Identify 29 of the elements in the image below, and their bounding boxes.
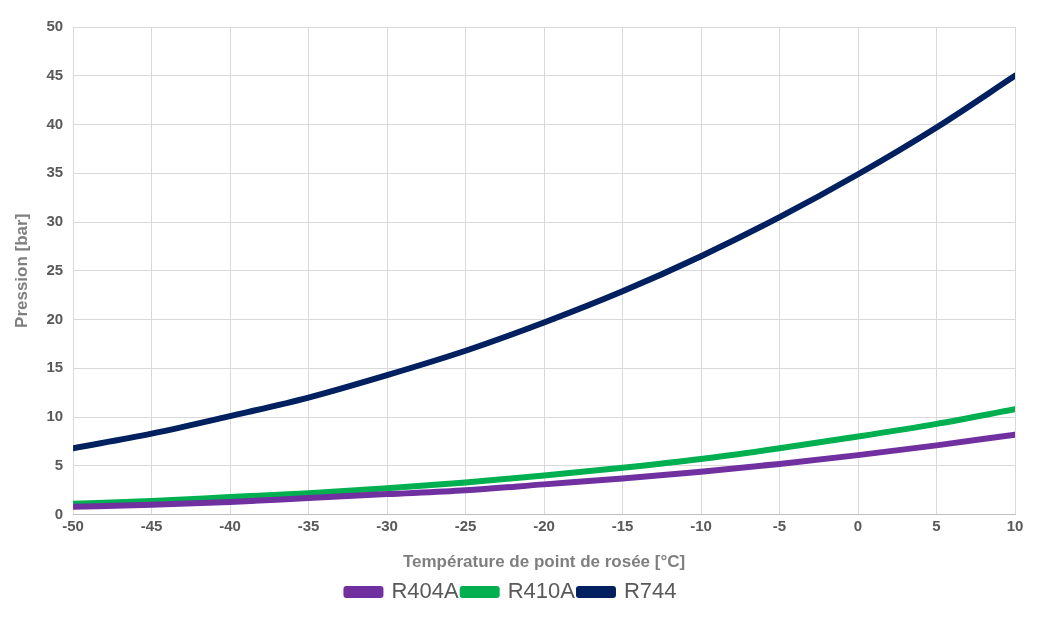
y-tick-label: 25 xyxy=(46,260,64,278)
legend-label: R410A xyxy=(507,578,576,604)
y-tick-label: 5 xyxy=(54,455,64,473)
y-tick-label: 30 xyxy=(46,212,64,230)
y-tick-label: 40 xyxy=(46,114,64,132)
x-tick-label: -20 xyxy=(533,516,555,534)
y-tick-label: 50 xyxy=(46,17,64,35)
x-tick-label: -15 xyxy=(611,516,634,534)
x-tick-label: -45 xyxy=(140,516,163,534)
x-tick-label: -10 xyxy=(690,516,712,534)
y-tick-label: 10 xyxy=(46,407,64,425)
y-axis-title: Pression [bar] xyxy=(11,213,31,328)
x-tick-label: 5 xyxy=(932,516,941,534)
x-tick-label: -5 xyxy=(772,516,787,534)
y-tick-label: 20 xyxy=(46,309,64,327)
x-tick-label: -30 xyxy=(376,516,398,534)
x-tick-label: -25 xyxy=(454,516,477,534)
x-axis-title: Température de point de rosée [°C] xyxy=(402,552,686,572)
legend-label: R744 xyxy=(623,578,677,604)
legend-label: R404A xyxy=(391,578,460,604)
y-tick-label: 45 xyxy=(46,65,64,83)
x-tick-label: 10 xyxy=(1006,516,1024,534)
y-tick-label: 0 xyxy=(54,504,64,522)
x-tick-label: -40 xyxy=(219,516,241,534)
x-tick-label: -35 xyxy=(297,516,320,534)
y-tick-label: 35 xyxy=(46,163,64,181)
x-tick-label: 0 xyxy=(853,516,863,534)
y-tick-label: 15 xyxy=(46,358,64,376)
x-tick-label: -50 xyxy=(62,516,84,534)
